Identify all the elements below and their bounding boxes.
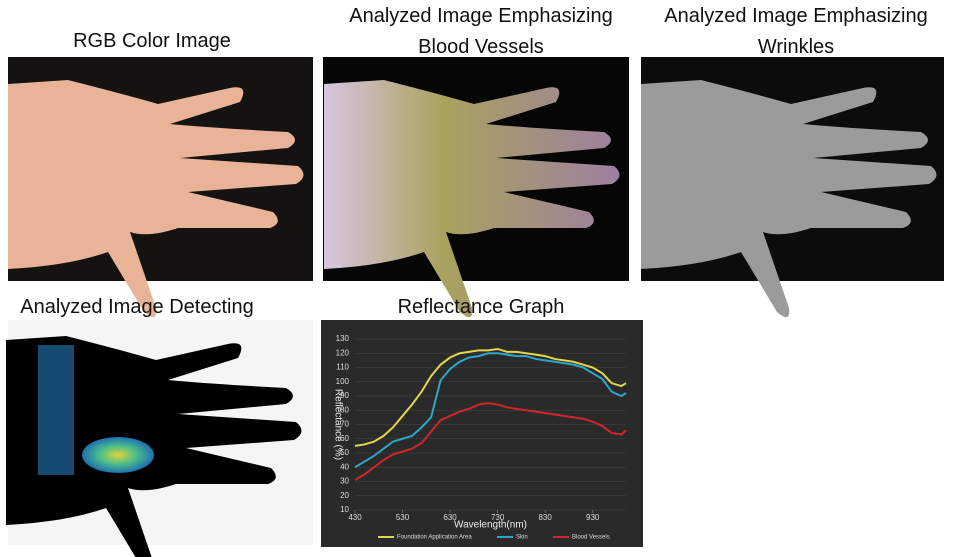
panel-title: Analyzed Image Emphasizing [349, 5, 612, 27]
x-tick-label: 730 [491, 513, 505, 522]
y-tick-label: 40 [340, 462, 349, 471]
y-tick-label: 30 [340, 477, 349, 486]
y-tick-label: 20 [340, 491, 349, 500]
y-tick-label: 100 [336, 377, 350, 386]
legend-label: Blood Vessels [572, 535, 610, 541]
panel-title: RGB Color Image [73, 30, 231, 52]
panel-title: Analyzed Image Emphasizing [664, 5, 927, 27]
series-line [354, 347, 627, 447]
y-tick-label: 110 [336, 363, 349, 372]
x-tick-label: 830 [538, 513, 552, 522]
panel-detecting [6, 320, 313, 557]
x-tick-label: 930 [586, 513, 600, 522]
legend-label: Foundation Application Area [397, 535, 472, 541]
reflectance-chart: 10 20 30 40 50 60 70 80 90 100 110 120 130 430 530 630 7… [332, 334, 627, 541]
y-tick-label: 60 [340, 434, 349, 443]
panel-title: Analyzed Image Detecting [20, 296, 253, 318]
x-tick-label: 430 [348, 513, 362, 522]
x-tick-label: 530 [396, 513, 410, 522]
y-tick-label: 80 [340, 405, 349, 414]
y-axis-label: Reflectance (%) [332, 389, 343, 460]
panel-rgb [8, 57, 313, 318]
x-tick-label: 630 [443, 513, 457, 522]
y-tick-label: 70 [340, 420, 349, 429]
panel-title: Wrinkles [758, 36, 834, 58]
y-tick-label: 130 [336, 334, 350, 343]
y-tick-label: 10 [340, 505, 349, 514]
series-line [354, 352, 627, 469]
x-axis-label: Wavelength(nm) [454, 520, 527, 531]
legend-label: Skin [516, 535, 528, 541]
series-line [354, 402, 627, 481]
panel-title: Reflectance Graph [398, 296, 565, 318]
panel-graph [321, 320, 643, 547]
titles: RGB Color Image Analyzed Image Emphasizin… [20, 5, 927, 318]
y-tick-label: 120 [336, 348, 350, 357]
panel-wrinkles [641, 57, 944, 318]
y-tick-label: 90 [340, 391, 349, 400]
panel-blood-vessels [323, 57, 629, 318]
panel-title: Blood Vessels [418, 36, 544, 58]
y-tick-label: 50 [340, 448, 349, 457]
